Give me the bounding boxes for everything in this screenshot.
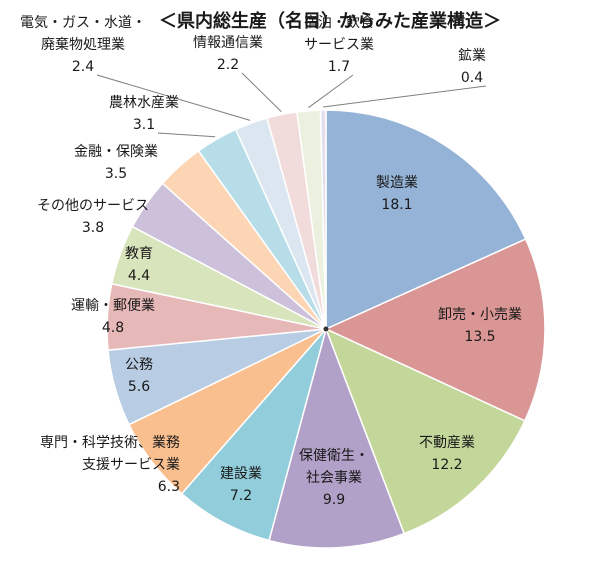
leader-line <box>241 72 282 112</box>
slice-name-label: 製造業 <box>376 175 418 191</box>
slice-value-label: 2.2 <box>217 57 239 73</box>
slice-value-label: 12.2 <box>431 457 462 473</box>
slice-value-label: 4.4 <box>128 268 150 284</box>
slice-label: 卸売・小売業 13.5 <box>438 307 522 345</box>
slice-label: その他のサービス 3.8 <box>37 198 149 236</box>
slice-value-label: 7.2 <box>230 488 252 504</box>
slice-label: 不動産業 12.2 <box>419 435 475 473</box>
slice-name-label: 公務 <box>125 357 153 373</box>
slice-name-label: 農林水産業 <box>109 95 179 111</box>
slice-name-label: 保健衛生・ <box>299 448 369 464</box>
slice-value-label: 6.3 <box>158 479 180 495</box>
slice-name-label: 金融・保険業 <box>74 144 158 160</box>
pie-slice <box>324 327 526 535</box>
pie-slices <box>106 109 546 549</box>
slice-label: 教育 4.4 <box>125 246 153 284</box>
slice-value-label: 2.4 <box>72 59 94 75</box>
slice-name-label: 建設業 <box>220 466 262 482</box>
slice-value-label: 5.6 <box>128 379 150 395</box>
leader-line <box>323 85 487 108</box>
slice-name-label: 廃棄物処理業 <box>41 36 125 53</box>
slice-label: 建設業 7.2 <box>220 466 262 504</box>
pie-slice <box>319 109 327 330</box>
slice-value-label: 1.7 <box>328 59 350 75</box>
slice-label: 金融・保険業 3.5 <box>74 144 158 182</box>
pie-center-dot <box>323 326 329 332</box>
pie-slice <box>268 326 406 549</box>
chart-title: ＜県内総生産（名目）からみた産業構造＞ <box>159 10 501 32</box>
slice-name-label: 専門・科学技術、業務 <box>40 435 180 451</box>
slice-name-label: 卸売・小売業 <box>438 307 522 323</box>
slice-value-label: 0.4 <box>461 70 483 86</box>
slice-name-label: 鉱業 <box>458 47 486 64</box>
slice-label: 農林水産業 3.1 <box>109 95 179 133</box>
slice-label: 鉱業 0.4 <box>458 47 486 86</box>
slice-label: 情報通信業 2.2 <box>193 35 263 73</box>
slice-name-label: 支援サービス業 <box>82 457 180 473</box>
slice-value-label: 13.5 <box>464 329 495 345</box>
slice-label: 保健衛生・社会事業 9.9 <box>299 448 369 508</box>
slice-value-label: 4.8 <box>102 320 124 336</box>
slice-name-label: 不動産業 <box>419 435 475 451</box>
pie-slice <box>180 328 327 542</box>
slice-value-label: 9.9 <box>323 492 345 508</box>
slice-name-label: 電気・ガス・水道・ <box>20 15 146 31</box>
slice-value-label: 18.1 <box>381 197 412 213</box>
slice-name-label: 運輸・郵便業 <box>71 298 155 314</box>
slice-value-label: 3.1 <box>133 117 155 133</box>
slice-label: 運輸・郵便業 4.8 <box>71 298 155 336</box>
pie-slice <box>325 109 527 331</box>
slice-value-label: 3.5 <box>105 166 127 182</box>
slice-label: 電気・ガス・水道・廃棄物処理業 2.4 <box>20 15 146 75</box>
leader-line <box>308 74 354 109</box>
slice-name-label: 社会事業 <box>306 470 362 486</box>
slice-name-label: 教育 <box>125 246 153 262</box>
slice-name-label: 情報通信業 <box>193 35 263 51</box>
slice-label: 公務 5.6 <box>125 357 153 395</box>
slice-value-label: 3.8 <box>82 220 104 236</box>
pie-slice <box>324 238 546 422</box>
slice-name-label: サービス業 <box>304 37 374 53</box>
slice-label: 専門・科学技術、業務支援サービス業 6.3 <box>40 435 180 495</box>
leader-lines <box>96 72 487 138</box>
leader-line <box>96 74 251 121</box>
slice-labels: 製造業 18.1 卸売・小売業 13.5 不動産業 12.2 保健衛生・社会事業 9.9 建設業… <box>20 14 522 508</box>
leader-line <box>157 132 216 138</box>
slice-label: 宿泊・飲食サービス業 1.7 <box>304 14 374 75</box>
slice-name-label: 宿泊・飲食 <box>304 14 374 31</box>
slice-name-label: その他のサービス <box>37 198 149 214</box>
slice-label: 製造業 18.1 <box>376 175 418 213</box>
